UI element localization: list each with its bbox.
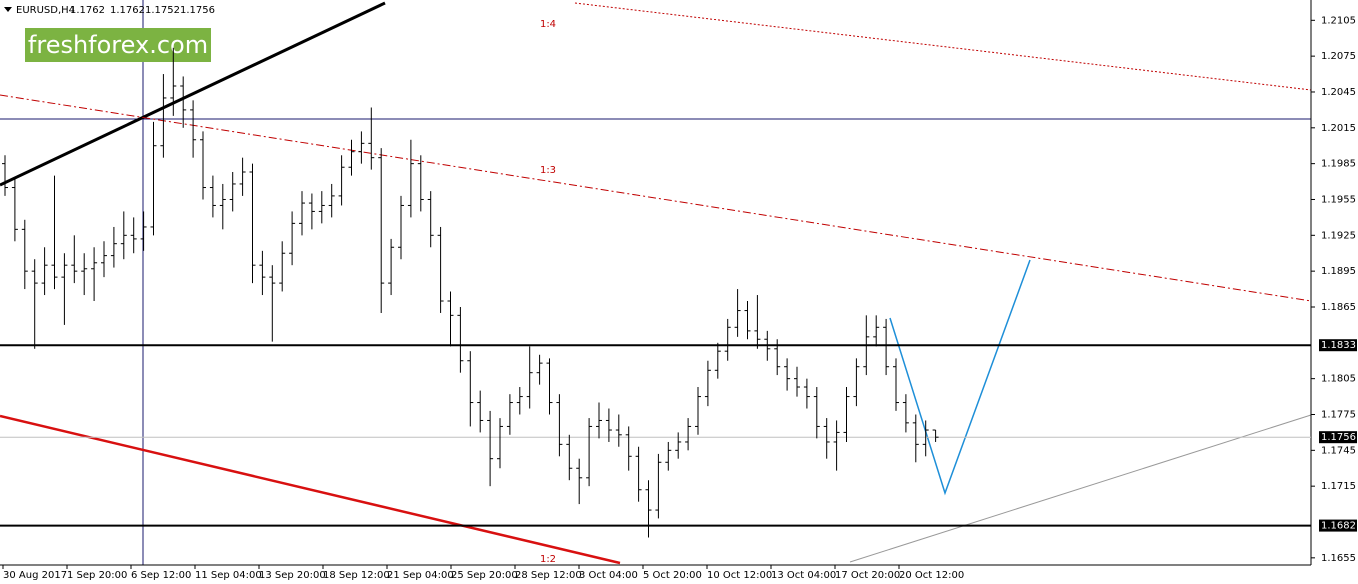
y-tick-label: 1.1805	[1321, 374, 1356, 385]
fibo-line	[574, 2, 1312, 91]
x-tick-label: 11 Sep 04:00	[195, 570, 262, 581]
ohlc-high: 1.1762	[110, 5, 145, 16]
y-tick-label: 1.1865	[1321, 302, 1356, 313]
level-label-bg	[1319, 431, 1357, 444]
watermark: freshforex.com	[28, 31, 208, 59]
level-label-bg	[1319, 519, 1357, 532]
y-tick-label: 1.1715	[1321, 481, 1356, 492]
level-label: 1.1756	[1321, 432, 1356, 443]
x-tick-label: 30 Aug 2017	[3, 570, 67, 581]
x-tick-label: 6 Sep 12:00	[131, 570, 191, 581]
x-tick-label: 13 Sep 20:00	[259, 570, 326, 581]
x-tick-label: 5 Oct 20:00	[643, 570, 702, 581]
x-tick-label: 25 Sep 20:00	[451, 570, 518, 581]
projection	[889, 259, 1031, 496]
annotation: 1:4	[540, 19, 556, 30]
ohlc-open: 1.1762	[70, 5, 105, 16]
x-tick-label: 1 Sep 20:00	[67, 570, 127, 581]
level-label: 1.1833	[1321, 340, 1356, 351]
ohlc-close: 1.1756	[180, 5, 215, 16]
x-tick-label: 10 Oct 12:00	[707, 570, 772, 581]
x-tick-label: 13 Oct 04:00	[771, 570, 836, 581]
y-tick-label: 1.1985	[1321, 159, 1356, 170]
x-tick-label: 20 Oct 12:00	[899, 570, 964, 581]
logo	[25, 28, 211, 62]
y-tick-label: 1.1895	[1321, 266, 1356, 277]
y-tick-label: 1.1925	[1321, 230, 1356, 241]
y-tick-label: 1.1655	[1321, 553, 1356, 564]
trend-line	[849, 414, 1312, 563]
fibo-line	[0, 94, 1312, 302]
x-tick-label: 17 Oct 20:00	[835, 570, 900, 581]
plot-area: freshforex.com 1:4 1:3 1:2	[0, 0, 1312, 565]
y-tick-label: 1.2015	[1321, 123, 1356, 134]
y-tick-label: 1.2105	[1321, 15, 1356, 26]
ohlc-low: 1.1752	[145, 5, 180, 16]
symbol: EURUSD,H4	[16, 5, 75, 16]
annotation: 1:3	[540, 165, 556, 176]
x-tick-label: 3 Oct 04:00	[579, 570, 638, 581]
y-tick-label: 1.2045	[1321, 87, 1356, 98]
level-label: 1.1682	[1321, 521, 1356, 532]
level-label-bg	[1319, 339, 1357, 352]
y-tick-label: 1.1745	[1321, 445, 1356, 456]
x-tick-label: 21 Sep 04:00	[387, 570, 454, 581]
x-tick-label: 28 Sep 12:00	[515, 570, 582, 581]
trend-line	[0, 414, 621, 565]
y-tick-label: 1.2075	[1321, 51, 1356, 62]
y-tick-label: 1.1955	[1321, 194, 1356, 205]
annotation: 1:2	[540, 554, 556, 565]
trend-line	[0, 1, 386, 187]
menu-icon	[4, 7, 12, 12]
x-tick-label: 18 Sep 12:00	[323, 570, 390, 581]
y-tick-label: 1.1775	[1321, 409, 1356, 420]
